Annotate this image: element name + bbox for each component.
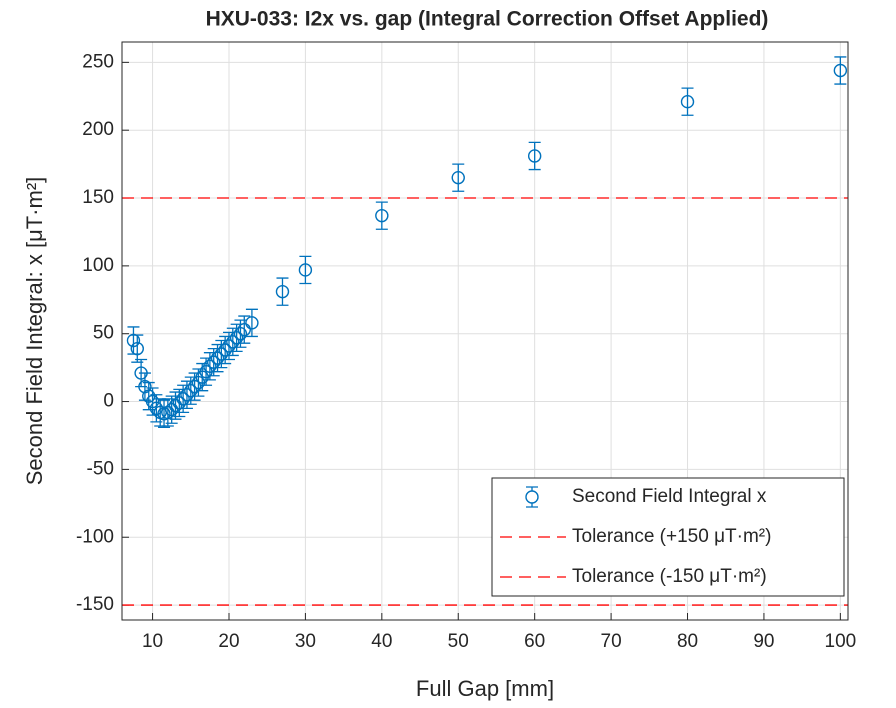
data-point: [527, 149, 542, 163]
legend-label: Second Field Integral x: [572, 486, 767, 507]
data-point: [245, 316, 259, 330]
x-tick-label: 70: [601, 631, 622, 652]
x-tick-label: 60: [524, 631, 545, 652]
data-point: [130, 341, 144, 356]
data-point: [138, 379, 152, 394]
legend-label: Tolerance (+150 μT·m²): [572, 526, 771, 547]
axes-box: [121, 41, 849, 621]
error-bar: [452, 163, 465, 192]
error-bar: [299, 255, 312, 285]
y-tick-label: 200: [82, 119, 114, 140]
y-tick-label: -50: [87, 458, 114, 479]
data-point: [226, 335, 240, 349]
error-bar: [681, 87, 694, 116]
x-tick-label: 50: [448, 631, 469, 652]
error-bar: [245, 308, 258, 338]
data-point: [164, 402, 179, 417]
x-axis-label: Full Gap [mm]: [416, 676, 554, 701]
y-tick-label: 150: [82, 187, 114, 208]
y-tick-label: -100: [76, 526, 114, 547]
data-point: [172, 396, 187, 410]
y-axis-label: Second Field Integral: x [μT·m²]: [22, 177, 47, 486]
data-point: [214, 347, 229, 361]
legend: Second Field Integral x Tolerance (+150 μ…: [491, 477, 845, 597]
error-bar: [528, 141, 541, 171]
data-point: [229, 331, 244, 345]
x-tick-label: 30: [295, 631, 316, 652]
data-point: [203, 359, 217, 373]
data-point: [451, 170, 465, 185]
chart-title: HXU-033: I2x vs. gap (Integral Correctio…: [206, 8, 769, 31]
x-tick-label: 100: [825, 631, 857, 652]
data-point: [298, 263, 313, 277]
error-bar: [375, 201, 388, 230]
x-tick-label: 90: [753, 631, 774, 652]
y-tick-label: 0: [103, 391, 114, 412]
legend-box: [491, 477, 845, 597]
y-tick-label: 250: [82, 51, 114, 72]
data-point: [210, 351, 225, 365]
x-tick-label: 40: [371, 631, 392, 652]
data-point: [176, 392, 190, 406]
data-point: [237, 322, 251, 337]
y-tick-label: 100: [82, 255, 114, 276]
legend-swatch: [525, 490, 539, 504]
y-tick-label: 50: [93, 323, 114, 344]
data-point: [161, 405, 175, 420]
data-point: [187, 379, 202, 394]
data-point: [233, 327, 248, 341]
error-bar: [238, 315, 251, 344]
error-bar: [834, 56, 847, 85]
data-point: [168, 398, 183, 413]
legend-label: Tolerance (-150 μT·m²): [572, 566, 767, 587]
x-tick-label: 10: [142, 631, 163, 652]
data-point: [680, 94, 695, 109]
data-point: [375, 208, 389, 223]
error-bar: [276, 277, 289, 306]
data-point: [218, 343, 232, 357]
data-point: [180, 388, 194, 402]
data-point: [145, 394, 160, 409]
x-tick-label: 80: [677, 631, 698, 652]
data-point: [275, 284, 290, 299]
data-point: [833, 63, 848, 78]
x-tick-label: 20: [218, 631, 239, 652]
y-tick-label: -150: [76, 594, 114, 615]
data-point: [222, 339, 236, 353]
data-point: [207, 355, 221, 369]
